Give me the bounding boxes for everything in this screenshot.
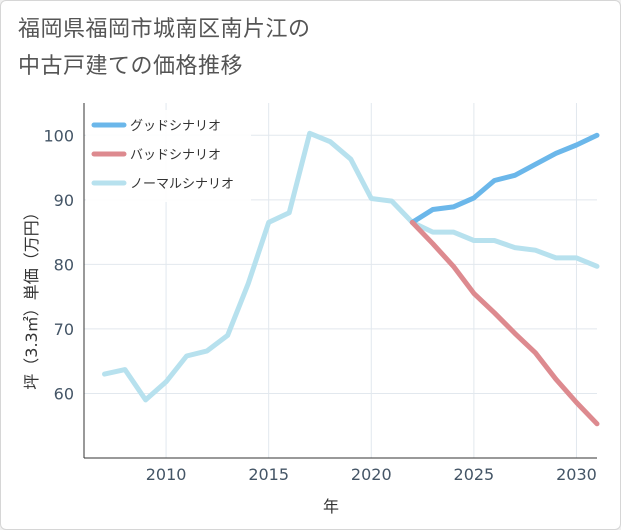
x-tick-label: 2025 bbox=[454, 465, 495, 484]
x-tick-label: 2010 bbox=[146, 465, 187, 484]
series-line-0 bbox=[409, 132, 600, 225]
title-line-2: 中古戸建ての価格推移 bbox=[18, 54, 244, 79]
y-tick-label: 100 bbox=[43, 126, 74, 145]
x-tick-label: 2015 bbox=[248, 465, 289, 484]
y-tick-label: 60 bbox=[54, 384, 74, 403]
y-tick-label: 90 bbox=[54, 191, 74, 210]
y-axis-title: 坪（3.3㎡）単価（万円） bbox=[22, 204, 41, 389]
legend-label: グッドシナリオ bbox=[130, 119, 221, 134]
y-tick-label: 70 bbox=[54, 320, 74, 339]
x-axis-title: 年 bbox=[323, 497, 339, 516]
axes bbox=[83, 103, 597, 459]
series-line-1 bbox=[409, 219, 600, 427]
tick-labels: 60 70 80 90 100 2010 2015 2020 2025 2030 bbox=[43, 126, 596, 484]
x-tick-label: 2020 bbox=[351, 465, 392, 484]
y-tick-label: 80 bbox=[54, 255, 74, 274]
series-lines bbox=[102, 130, 600, 427]
legend-label: バッドシナリオ bbox=[130, 148, 221, 163]
x-tick-label: 2030 bbox=[556, 465, 597, 484]
chart-title: 福岡県福岡市城南区南片江の 中古戸建ての価格推移 bbox=[18, 11, 311, 85]
legend-label: ノーマルシナリオ bbox=[130, 177, 234, 192]
series-line-2 bbox=[102, 130, 600, 403]
title-line-1: 福岡県福岡市城南区南片江の bbox=[18, 17, 311, 42]
